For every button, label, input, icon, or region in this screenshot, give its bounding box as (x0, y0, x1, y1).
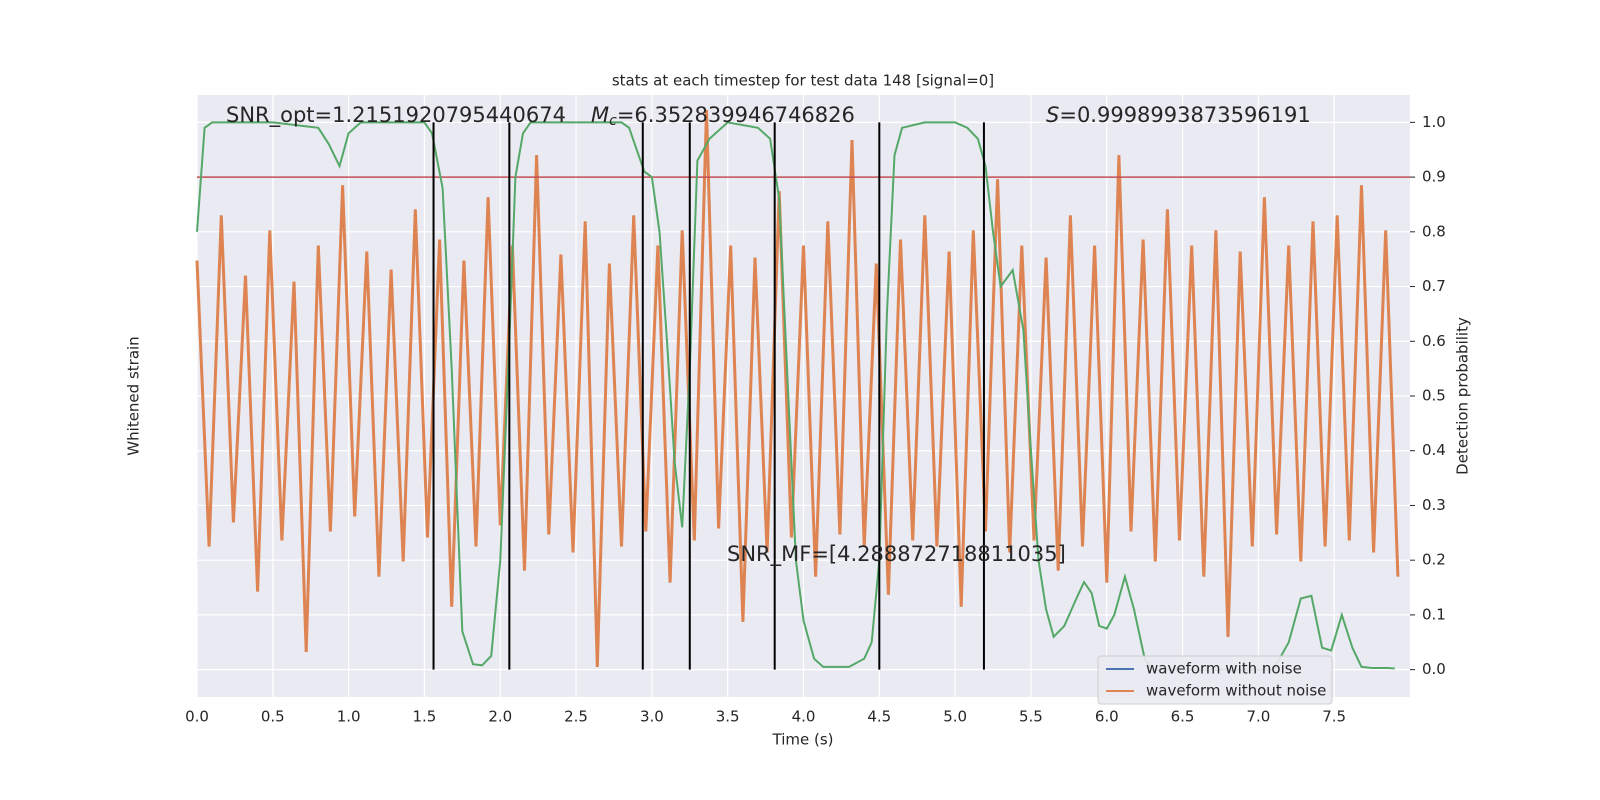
legend-label: waveform without noise (1146, 682, 1326, 700)
y2-tick-label: 0.6 (1422, 332, 1446, 350)
x-tick-label: 7.5 (1322, 708, 1346, 726)
y2-tick-label: 1.0 (1422, 113, 1446, 131)
value: =0.9998993873596191 (1059, 103, 1310, 127)
x-tick-label: 3.0 (640, 708, 664, 726)
value: =6.352839946746826 (617, 103, 855, 127)
y2-tick-label: 0.7 (1422, 277, 1446, 295)
snr-mf: SNR_MF=[4.288872718811035] (727, 542, 1066, 567)
x-tick-label: 2.0 (488, 708, 512, 726)
x-tick-label: 3.5 (716, 708, 740, 726)
snr-opt: SNR_opt=1.2151920795440674 (226, 103, 566, 128)
x-tick-label: 7.0 (1246, 708, 1270, 726)
x-tick-label: 1.0 (337, 708, 361, 726)
y2-tick-label: 0.2 (1422, 551, 1446, 569)
y2-axis-label: Detection probability (1454, 317, 1472, 475)
y-axis-label: Whitened strain (125, 336, 143, 455)
y2-tick-label: 0.3 (1422, 496, 1446, 514)
chirp-mass: Mc=6.352839946746826 (591, 103, 855, 129)
y2-tick-label: 0.4 (1422, 441, 1446, 459)
waveform-line (195, 110, 1400, 667)
symbol: S (1046, 103, 1059, 127)
s-stat: S=0.9998993873596191 (1046, 103, 1311, 127)
y2-tick-label: 0.5 (1422, 387, 1446, 405)
y2-tick-label: 0.1 (1422, 605, 1446, 623)
x-tick-label: 5.0 (943, 708, 967, 726)
x-tick-label: 0.0 (185, 708, 209, 726)
legend-box (1097, 655, 1333, 705)
x-tick-label: 4.0 (792, 708, 816, 726)
x-tick-label: 2.5 (564, 708, 588, 726)
chart-title: stats at each timestep for test data 148… (612, 72, 994, 90)
probability-line (196, 121, 1395, 671)
x-tick-label: 0.5 (261, 708, 285, 726)
x-axis-label: Time (s) (772, 731, 834, 749)
x-tick-label: 4.5 (867, 708, 891, 726)
x-tick-label: 6.0 (1095, 708, 1119, 726)
marks (195, 110, 1410, 671)
symbol: M (591, 103, 609, 127)
x-tick-label: 1.5 (413, 708, 437, 726)
y2-tick-label: 0.8 (1422, 222, 1446, 240)
y2-tick-label: 0.0 (1422, 660, 1446, 678)
legend: waveform with noise waveform without nois… (1097, 655, 1333, 705)
x-tick-label: 6.5 (1171, 708, 1195, 726)
y2-tick-label: 0.9 (1422, 168, 1446, 186)
legend-label: waveform with noise (1146, 660, 1302, 678)
subscript: c (609, 113, 617, 129)
x-tick-label: 5.5 (1019, 708, 1043, 726)
